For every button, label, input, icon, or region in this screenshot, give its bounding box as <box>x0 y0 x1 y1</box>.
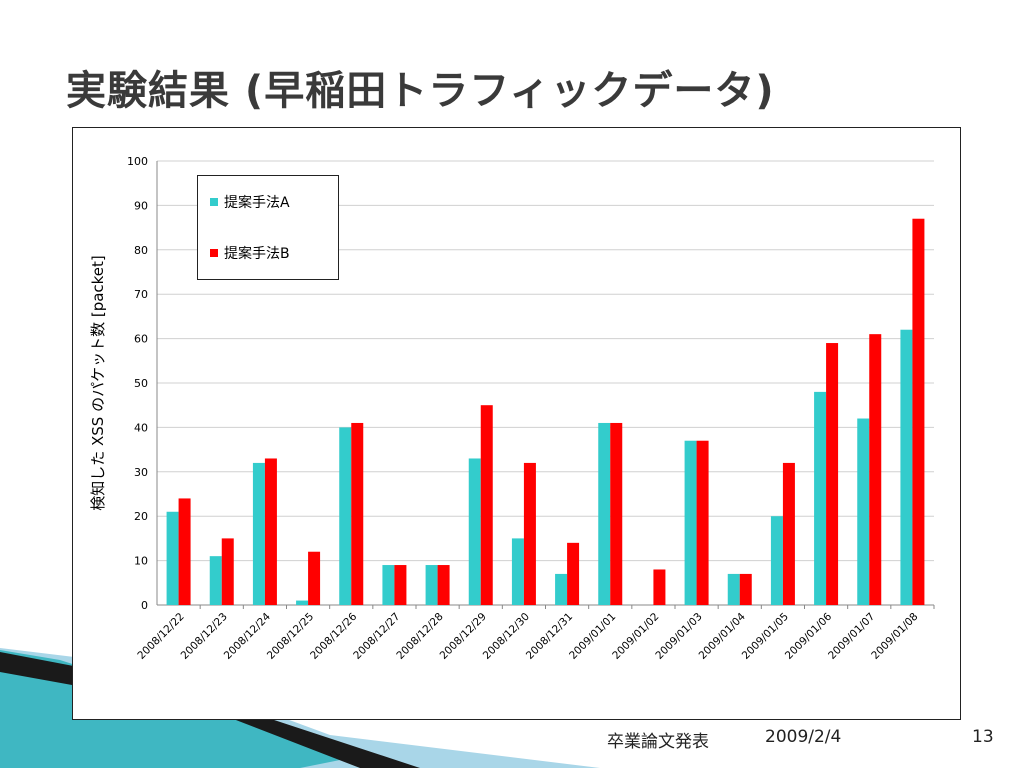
y-tick-label: 60 <box>134 333 148 346</box>
bar-a <box>598 422 611 605</box>
bar-b <box>826 343 839 605</box>
y-axis-title: 検知した XSS のパケット数 [packet] <box>89 255 107 511</box>
legend-item-b: 提案手法B <box>210 243 290 263</box>
bar-b <box>437 565 450 605</box>
y-tick-label: 20 <box>134 510 148 523</box>
bar-b <box>351 422 364 605</box>
bar-a <box>727 573 740 605</box>
bar-b <box>653 569 666 605</box>
y-tick-label: 90 <box>134 199 148 212</box>
bar-b <box>610 422 623 605</box>
bar-b <box>178 498 191 605</box>
page-number: 13 <box>972 727 994 747</box>
bar-b <box>523 462 536 605</box>
y-tick-label: 80 <box>134 244 148 257</box>
y-tick-label: 0 <box>141 599 148 612</box>
y-tick-label: 50 <box>134 377 148 390</box>
bar-a <box>252 462 265 605</box>
bar-a <box>425 565 438 605</box>
y-tick-label: 40 <box>134 421 148 434</box>
bar-a <box>814 391 827 605</box>
legend-item-a: 提案手法A <box>210 192 290 212</box>
y-tick-label: 70 <box>134 288 148 301</box>
bar-a <box>468 458 481 605</box>
bar-b <box>739 573 752 605</box>
bar-b <box>480 405 493 605</box>
bar-a <box>900 329 913 605</box>
bar-a <box>770 516 783 605</box>
footer-text: 卒業論文発表 <box>607 732 709 752</box>
bar-a <box>684 440 697 605</box>
bar-b <box>912 218 925 605</box>
bar-a <box>857 418 870 605</box>
bar-b <box>221 538 234 605</box>
bar-a <box>296 600 309 605</box>
bar-b <box>696 440 709 605</box>
bar-b <box>782 462 795 605</box>
y-tick-label: 30 <box>134 466 148 479</box>
bar-b <box>567 542 580 605</box>
bar-a <box>382 565 395 605</box>
bar-b <box>869 334 882 605</box>
y-tick-label: 100 <box>127 155 148 168</box>
legend: 提案手法A 提案手法B <box>197 175 339 280</box>
legend-label-a: 提案手法A <box>224 195 290 211</box>
legend-swatch-a <box>210 198 218 206</box>
y-tick-label: 10 <box>134 555 148 568</box>
bar-a <box>209 556 222 605</box>
bar-b <box>264 458 277 605</box>
legend-swatch-b <box>210 249 218 257</box>
bar-a <box>511 538 524 605</box>
footer-date: 2009/2/4 <box>765 727 842 747</box>
bar-a <box>339 427 352 605</box>
bar-b <box>394 565 407 605</box>
bar-a <box>555 573 568 605</box>
x-tick-label: 2009/01/08 <box>869 611 920 662</box>
legend-label-b: 提案手法B <box>224 246 290 262</box>
bar-b <box>308 551 321 605</box>
slide-title: 実験結果 (早稲田トラフィックデータ) <box>66 68 775 114</box>
bar-a <box>166 511 179 605</box>
